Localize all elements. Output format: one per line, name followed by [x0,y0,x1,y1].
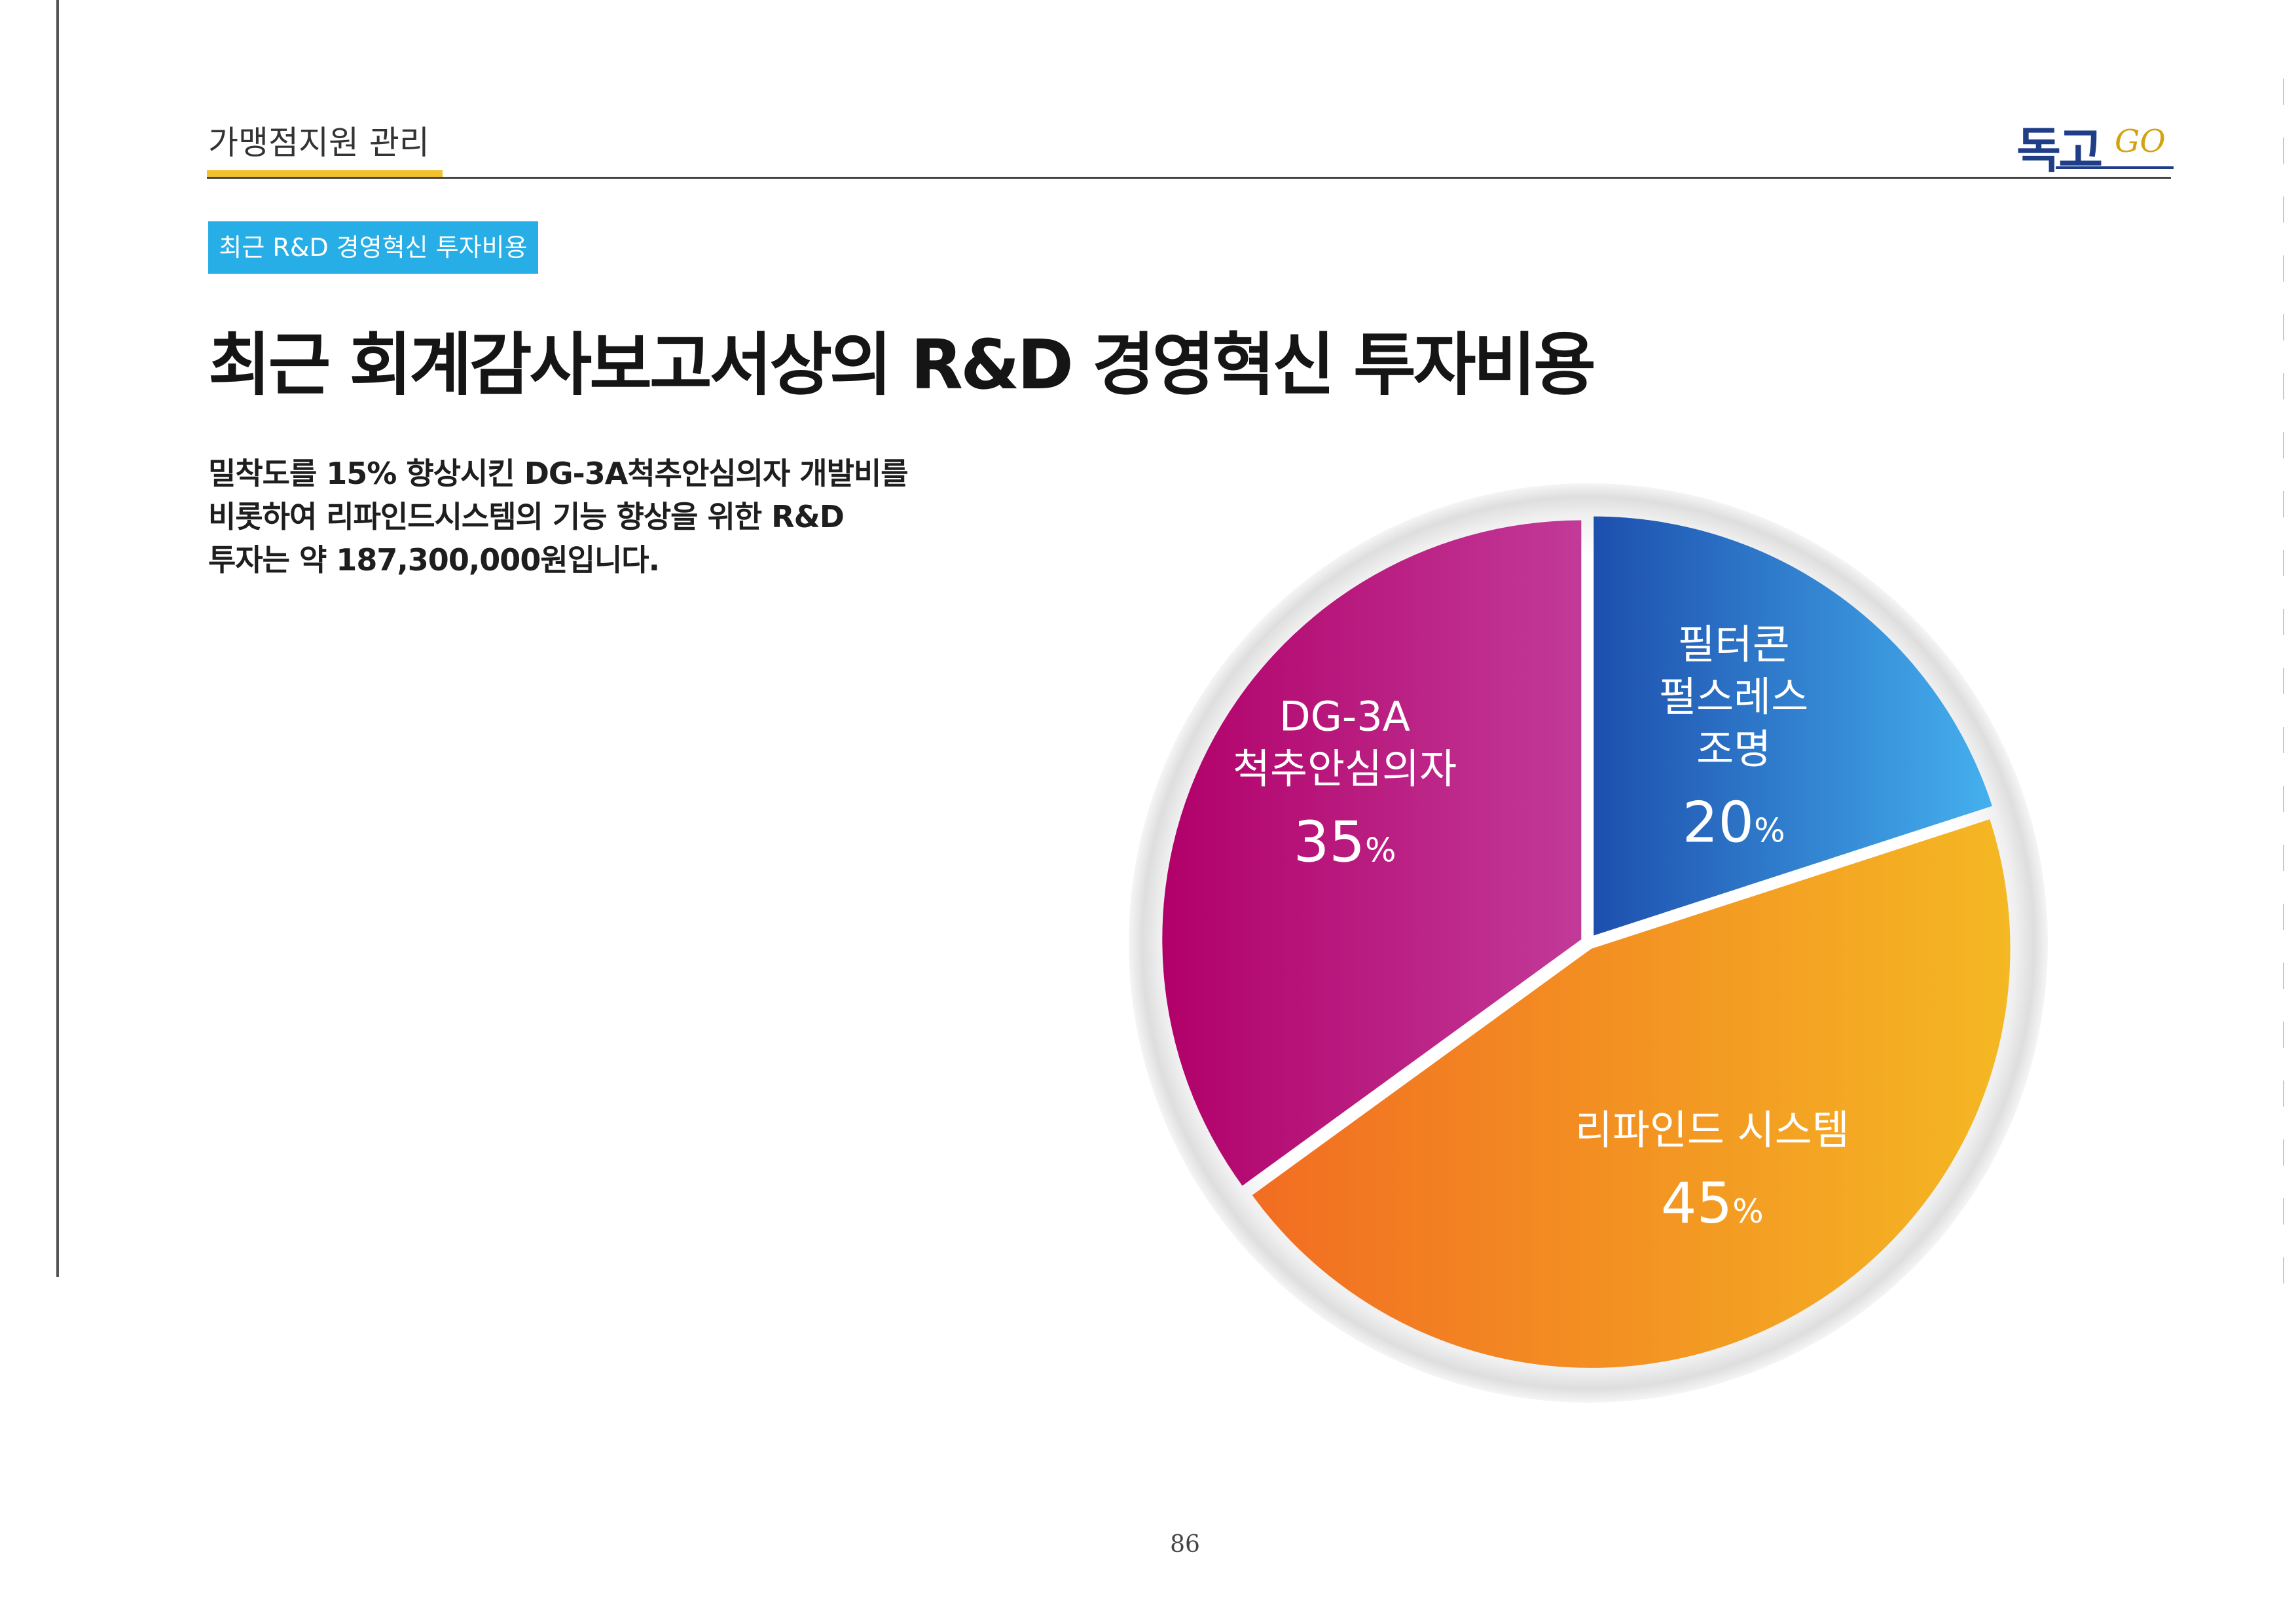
pie-slice [1252,819,2011,1368]
pie-slice-label: 척추안심의자 [1233,745,1457,793]
section-underline [207,170,443,177]
page-number: 86 [1170,1531,1200,1558]
pie-slice-label: DG-3A [1279,693,1410,741]
description-line: 비롯하여 리파인드시스템의 기능 향상을 위한 R&D [208,499,845,534]
pie-slice [1162,520,1582,1186]
brand-logo: 독고 GO [2016,111,2174,179]
description-line: 투자는 약 187,300,000원입니다. [208,542,660,578]
pie-slice-label: 필터콘 [1678,620,1790,668]
pie-slice-label: 펄스레스 [1659,673,1808,720]
logo-underline [2056,166,2174,169]
scan-edge-mark [2283,79,2284,1297]
description-text: 밀착도를 15% 향상시킨 DG-3A척추안심의자 개발비를 비롯하여 리파인드… [208,452,961,581]
header-rule [207,177,2171,179]
left-edge-rule [56,0,59,1277]
logo-korean: 독고 [2016,122,2103,179]
section-label: 가맹점지원 관리 [208,124,429,162]
pie-slice [1594,516,1992,936]
logo-latin: GO [2115,123,2166,160]
page-title: 최근 회계감사보고서상의 R&D 경영혁신 투자비용 [208,325,1596,405]
topic-tag: 최근 R&D 경영혁신 투자비용 [208,221,538,274]
pie-slice-label: 조명 [1696,725,1771,773]
pie-slice-label: 리파인드 시스템 [1575,1106,1850,1154]
description-line: 밀착도를 15% 향상시킨 DG-3A척추안심의자 개발비를 [208,456,909,491]
